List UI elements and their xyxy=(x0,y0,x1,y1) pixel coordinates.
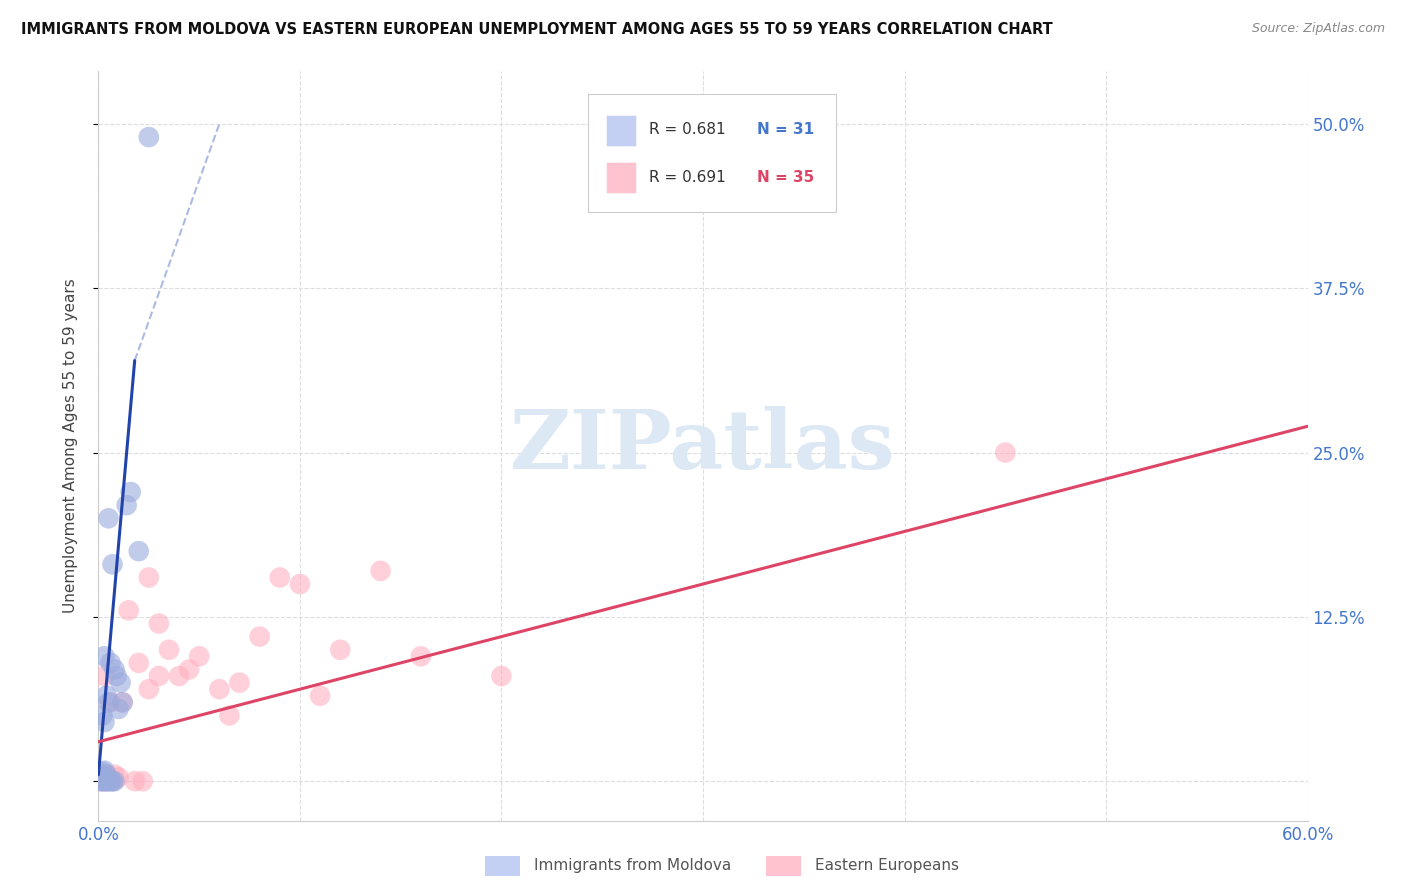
Point xyxy=(329,642,352,657)
Point xyxy=(96,767,118,781)
Point xyxy=(97,511,120,525)
Point xyxy=(218,708,240,723)
Point xyxy=(111,695,134,709)
Point xyxy=(110,675,132,690)
Text: IMMIGRANTS FROM MOLDOVA VS EASTERN EUROPEAN UNEMPLOYMENT AMONG AGES 55 TO 59 YEA: IMMIGRANTS FROM MOLDOVA VS EASTERN EUROP… xyxy=(21,22,1053,37)
Point xyxy=(101,774,124,789)
Point xyxy=(167,669,190,683)
FancyBboxPatch shape xyxy=(606,162,637,194)
Point xyxy=(96,774,118,789)
Point xyxy=(228,675,250,690)
Text: R = 0.681: R = 0.681 xyxy=(648,121,725,136)
Point xyxy=(89,769,111,783)
Point xyxy=(409,649,432,664)
Point xyxy=(994,445,1017,459)
Point xyxy=(91,764,114,779)
Point xyxy=(103,774,125,789)
Point xyxy=(148,669,170,683)
Point xyxy=(93,770,115,784)
Point xyxy=(97,770,120,784)
Point xyxy=(132,774,155,789)
Point xyxy=(249,630,271,644)
Point xyxy=(107,770,129,784)
Point xyxy=(179,663,201,677)
Point xyxy=(93,714,115,729)
FancyBboxPatch shape xyxy=(588,94,837,212)
Point xyxy=(97,695,120,709)
Point xyxy=(89,774,111,789)
Point xyxy=(101,558,124,572)
Point xyxy=(148,616,170,631)
Point xyxy=(128,544,150,558)
Text: N = 31: N = 31 xyxy=(758,121,814,136)
Point xyxy=(93,669,115,683)
Point xyxy=(91,774,114,789)
Point xyxy=(89,772,111,786)
FancyBboxPatch shape xyxy=(606,115,637,146)
Text: Source: ZipAtlas.com: Source: ZipAtlas.com xyxy=(1251,22,1385,36)
Point xyxy=(157,642,180,657)
Point xyxy=(93,774,115,789)
Point xyxy=(105,669,128,683)
Point xyxy=(288,577,311,591)
Point xyxy=(100,695,122,709)
Y-axis label: Unemployment Among Ages 55 to 59 years: Unemployment Among Ages 55 to 59 years xyxy=(63,278,77,614)
Point xyxy=(115,498,138,512)
Point xyxy=(101,774,124,789)
Point xyxy=(138,682,160,697)
Point xyxy=(138,130,160,145)
Point xyxy=(269,570,291,584)
Point xyxy=(91,708,114,723)
Point xyxy=(491,669,513,683)
Point xyxy=(188,649,211,664)
Point xyxy=(91,770,114,784)
Point xyxy=(128,656,150,670)
Text: R = 0.691: R = 0.691 xyxy=(648,170,725,186)
Point xyxy=(124,774,146,789)
Point xyxy=(208,682,231,697)
Point xyxy=(100,656,122,670)
Point xyxy=(96,774,118,789)
Point xyxy=(93,649,115,664)
Point xyxy=(100,774,122,789)
Point xyxy=(120,485,142,500)
Point xyxy=(107,702,129,716)
Point xyxy=(138,570,160,584)
Point xyxy=(103,767,125,781)
Point xyxy=(111,695,134,709)
Point xyxy=(97,774,120,789)
Text: N = 35: N = 35 xyxy=(758,170,814,186)
Point xyxy=(309,689,332,703)
Text: ZIPatlas: ZIPatlas xyxy=(510,406,896,486)
Text: Eastern Europeans: Eastern Europeans xyxy=(815,858,959,872)
Point xyxy=(103,663,125,677)
Point xyxy=(91,774,114,789)
Text: Immigrants from Moldova: Immigrants from Moldova xyxy=(534,858,731,872)
Point xyxy=(93,764,115,778)
Point xyxy=(370,564,392,578)
Point xyxy=(93,767,115,781)
Point xyxy=(118,603,141,617)
Point xyxy=(96,689,118,703)
